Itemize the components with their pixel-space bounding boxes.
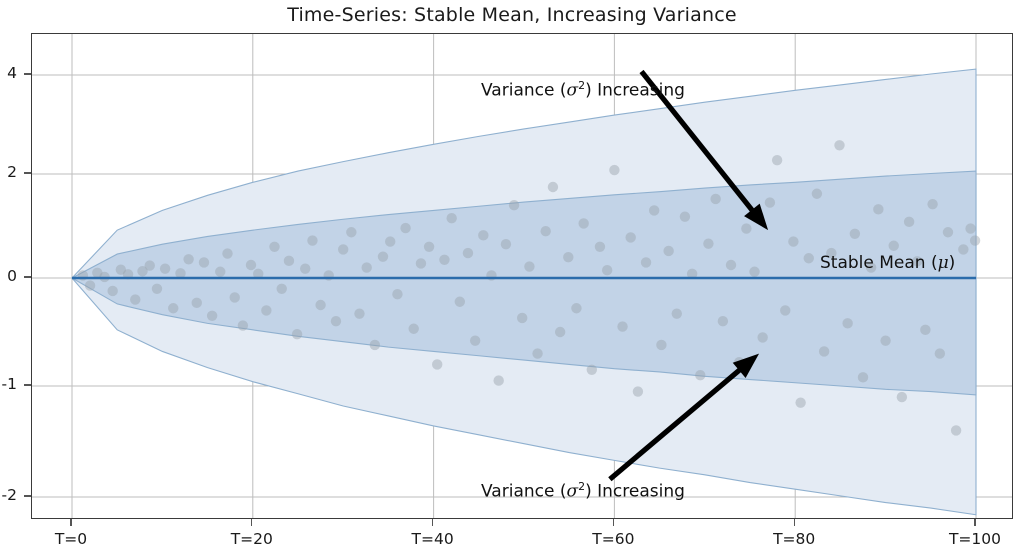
x-tick-label: T=60	[592, 530, 635, 548]
y-tick-mark	[24, 73, 31, 75]
plot-area	[31, 33, 1013, 519]
x-tick-mark	[793, 519, 795, 526]
chart-title: Time-Series: Stable Mean, Increasing Var…	[287, 4, 737, 26]
x-tick-mark	[432, 519, 434, 526]
y-tick-mark	[24, 384, 31, 386]
x-tick-mark	[70, 519, 72, 526]
chart-svg	[32, 34, 1012, 518]
annotation-arrows	[608, 69, 769, 482]
y-tick-label: 4	[7, 64, 17, 82]
scatter-points	[77, 140, 981, 436]
x-tick-label: T=20	[230, 530, 273, 548]
inner-band	[70, 170, 977, 396]
x-tick-mark	[612, 519, 615, 526]
y-tick-mark	[24, 276, 31, 278]
annotation-variance-top: Variance (σ2) Increasing	[481, 79, 685, 101]
annotation-variance-bottom: Variance (σ2) Increasing	[481, 480, 685, 502]
y-tick-mark	[24, 495, 31, 497]
x-tick-label: T=100	[948, 530, 1002, 548]
x-tick-label: T=40	[411, 530, 454, 548]
y-tick-label: 2	[7, 163, 17, 181]
x-tick-mark	[974, 519, 976, 526]
x-tick-label: T=80	[773, 530, 816, 548]
x-tick-label: T=0	[54, 530, 88, 548]
annotation-stable-mean: Stable Mean (μ)	[820, 253, 956, 273]
y-tick-label: -2	[1, 486, 17, 504]
y-tick-mark	[24, 172, 31, 174]
y-tick-label: 0	[7, 267, 17, 285]
y-tick-label: -1	[1, 375, 17, 393]
x-tick-mark	[251, 519, 253, 526]
